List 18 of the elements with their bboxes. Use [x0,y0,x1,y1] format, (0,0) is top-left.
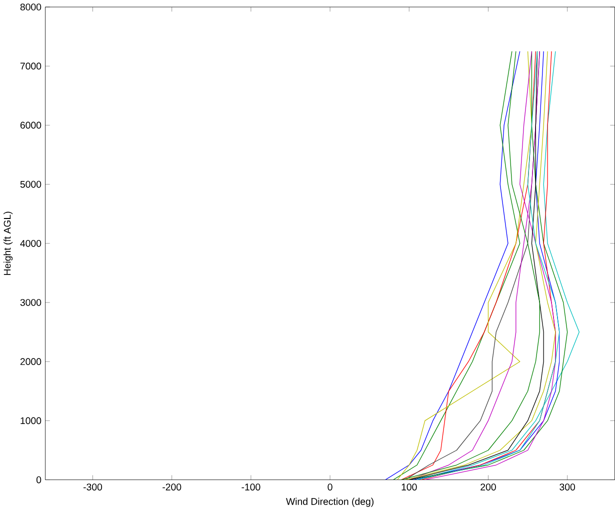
x-tick-label: 0 [328,483,332,490]
y-tick-label: 8000 [20,3,42,10]
x-tick-label: 300 [560,483,576,490]
x-tick-label: -200 [162,483,182,490]
y-axis-title: Height (ft AGL) [4,212,13,275]
y-tick-label: 5000 [20,180,42,188]
x-tick-label: -300 [84,483,102,490]
y-tick-label: 0 [36,476,42,484]
y-tick-label: 3000 [20,298,42,306]
y-tick-label: 7000 [20,62,42,70]
y-tick-label: 1000 [20,417,42,424]
x-tick-label: 200 [480,483,496,490]
x-axis-title: Wind Direction (deg) [286,498,374,507]
y-tick-label: 6000 [20,122,42,128]
y-tick-label: 2000 [20,358,42,365]
y-tick-label: 4000 [20,240,42,247]
x-tick-label: -100 [242,483,260,490]
x-tick-label: 100 [402,483,417,490]
